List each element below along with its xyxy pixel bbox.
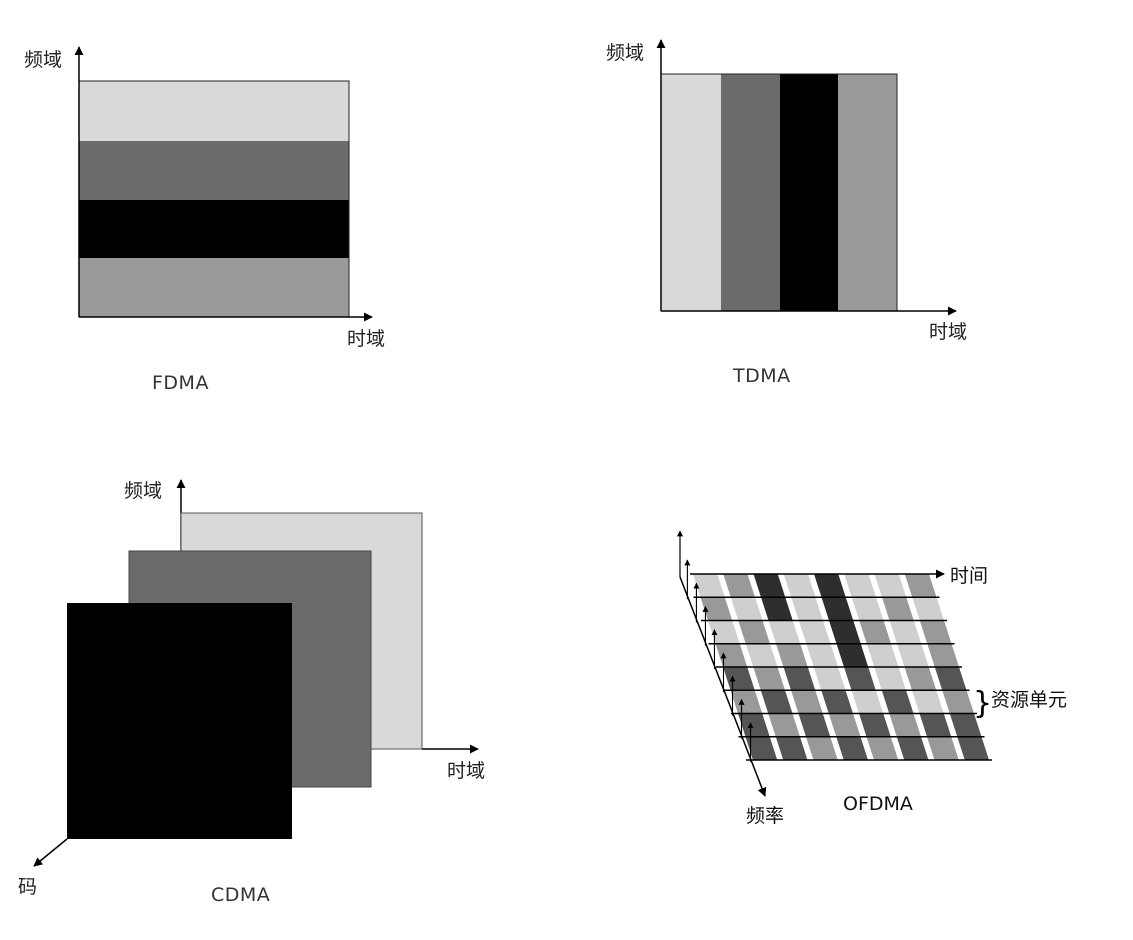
ofdma-resource-cell [745, 643, 778, 667]
ofdma-resource-cell [723, 667, 755, 691]
ofdma-caption: OFDMA [843, 793, 913, 815]
ofdma-resource-cell [904, 574, 937, 598]
ofdma-resource-cell [783, 667, 816, 691]
tdma-slot-1 [661, 74, 721, 311]
ofdma-resource-cell [745, 736, 778, 760]
ofdma-freq-label: 频率 [746, 805, 784, 827]
cdma-caption: CDMA [211, 884, 270, 906]
ofdma-resource-cell [829, 620, 861, 644]
ofdma-resource-label: 资源单元 [991, 689, 1067, 711]
tdma-x-axis-label: 时域 [929, 321, 967, 343]
ofdma-resource-cell [882, 597, 914, 621]
ofdma-resource-cell [881, 690, 914, 714]
fdma-caption: FDMA [152, 372, 209, 394]
ofdma-time-label: 时间 [950, 565, 988, 587]
ofdma-resource-cell [942, 690, 974, 714]
cdma-y-axis-label: 频域 [124, 480, 162, 502]
fdma-panel: 频域 时域 FDMA [24, 46, 385, 394]
ofdma-resource-cell [874, 667, 906, 691]
ofdma-resource-cell [949, 713, 982, 737]
cdma-x-axis-label: 时域 [447, 760, 485, 782]
ofdma-resource-cell [912, 597, 944, 621]
ofdma-resource-cell [798, 713, 831, 737]
ofdma-resource-cell [904, 667, 937, 691]
ofdma-resource-cell [859, 713, 891, 737]
ofdma-resource-cell [889, 713, 921, 737]
ofdma-resource-cell [859, 620, 891, 644]
tdma-slot-2 [721, 74, 780, 311]
ofdma-resource-cell [753, 667, 785, 691]
ofdma-resource-cell [851, 597, 884, 621]
ofdma-freq-axis [679, 576, 767, 797]
tdma-y-axis-label: 频域 [606, 42, 644, 64]
ofdma-resource-cell [828, 713, 861, 737]
ofdma-resource-cell [768, 620, 801, 644]
ofdma-resource-cell [738, 620, 770, 644]
cdma-panel: 频域 时域 码 CDMA [18, 479, 485, 906]
ofdma-resource-cell [919, 620, 952, 644]
ofdma-resource-cell [783, 574, 816, 598]
ofdma-resource-cell [919, 713, 952, 737]
ofdma-resource-cell [814, 574, 846, 598]
ofdma-resource-cell [897, 643, 929, 667]
tdma-slot-3 [780, 74, 838, 311]
ofdma-resource-cell [806, 736, 838, 760]
cdma-z-axis-label: 码 [18, 876, 37, 898]
cdma-layer-front [67, 603, 292, 839]
ofdma-resource-cell [912, 690, 944, 714]
ofdma-resource-cell [700, 597, 733, 621]
ofdma-subcarrier-arrows [684, 559, 754, 762]
ofdma-resource-cell [768, 713, 800, 737]
ofdma-resource-cell [708, 620, 740, 644]
fdma-y-axis-label: 频域 [24, 49, 62, 71]
ofdma-resource-cell [889, 620, 922, 644]
fdma-x-axis-label: 时域 [347, 328, 385, 350]
ofdma-resource-cell [730, 690, 763, 714]
tdma-caption: TDMA [732, 365, 791, 387]
ofdma-resource-cell [806, 643, 838, 667]
ofdma-resource-cell [836, 643, 869, 667]
ofdma-resource-cell [798, 620, 831, 644]
ofdma-resource-cell [738, 713, 770, 737]
ofdma-resource-cell [730, 597, 763, 621]
ofdma-resource-cell [753, 574, 786, 598]
ofdma-resource-cell [821, 690, 853, 714]
ofdma-resource-cell [693, 574, 725, 598]
fdma-band-2 [79, 141, 349, 200]
ofdma-resource-cell [934, 667, 967, 691]
ofdma-resource-cell [791, 690, 823, 714]
ofdma-resource-cell [844, 574, 876, 598]
tdma-panel: 频域 时域 TDMA [606, 39, 967, 387]
ofdma-resource-cell [851, 690, 884, 714]
fdma-band-3 [79, 200, 349, 258]
ofdma-resource-cell [927, 736, 959, 760]
cdma-z-axis [33, 838, 68, 867]
ofdma-panel: 时间 频率 } 资源单元 OFDMA [677, 530, 1067, 827]
fdma-band-1 [79, 81, 349, 141]
ofdma-brace: } [973, 686, 992, 721]
ofdma-resource-cell [866, 643, 899, 667]
ofdma-resource-cell [844, 667, 876, 691]
ofdma-resource-cell [813, 667, 846, 691]
ofdma-resource-cell [927, 643, 959, 667]
ofdma-resource-cell [866, 736, 899, 760]
ofdma-resource-cell [791, 597, 823, 621]
ofdma-resource-cell [761, 597, 793, 621]
tdma-slot-4 [838, 74, 897, 311]
ofdma-resource-cell [896, 736, 929, 760]
ofdma-resource-cell [760, 690, 793, 714]
ofdma-resource-cell [775, 736, 808, 760]
ofdma-resource-cell [723, 574, 755, 598]
ofdma-resource-cell [957, 736, 989, 760]
ofdma-resource-cell [821, 597, 854, 621]
ofdma-resource-cell [836, 736, 868, 760]
ofdma-resource-cell [776, 643, 808, 667]
fdma-band-4 [79, 258, 349, 317]
ofdma-resource-cell [874, 574, 907, 598]
ofdma-subcarrier-lines [693, 596, 992, 761]
